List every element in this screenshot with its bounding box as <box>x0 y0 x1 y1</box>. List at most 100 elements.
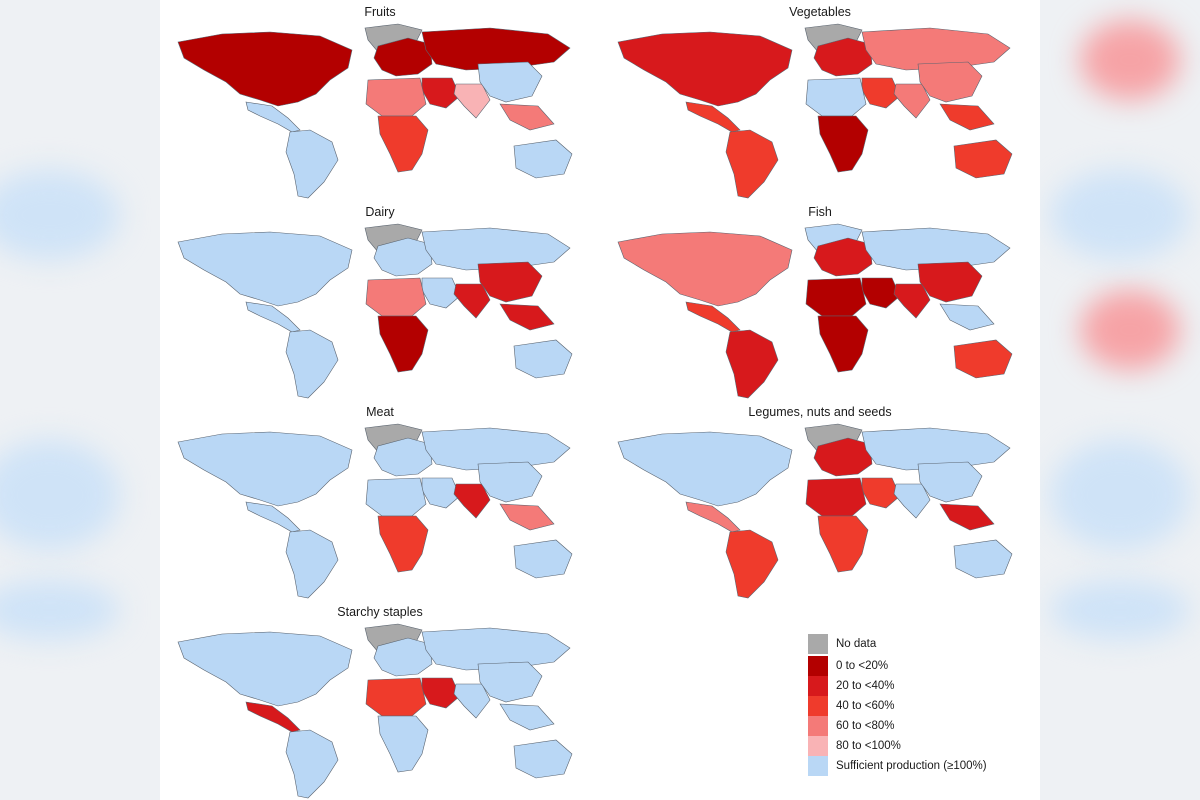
legend-item-0-20: 0 to <20% <box>808 656 888 676</box>
map-panel-fish: Fish <box>600 200 1040 400</box>
world-map <box>617 23 1013 199</box>
legend-item-40-60: 40 to <60% <box>808 696 895 716</box>
region-east-asia <box>477 661 543 703</box>
region-south-asia <box>453 83 491 119</box>
map-title: Fish <box>808 205 832 219</box>
map-panel-fruits: Fruits <box>160 0 600 200</box>
region-australia <box>513 539 573 579</box>
world-map <box>177 623 573 799</box>
region-north-africa <box>805 277 867 317</box>
region-north-america <box>177 431 353 507</box>
legend-item-60-80: 60 to <80% <box>808 716 895 736</box>
region-europe <box>373 637 433 677</box>
region-sub-saharan-africa <box>377 715 429 773</box>
region-australia <box>953 339 1013 379</box>
map-panel-vegetables: Vegetables <box>600 0 1040 200</box>
region-south-asia <box>453 283 491 319</box>
legend-label: 0 to <20% <box>836 660 889 672</box>
region-north-america <box>617 31 793 107</box>
region-central-america <box>245 501 301 533</box>
region-russia <box>861 27 1011 71</box>
map-title: Starchy staples <box>337 605 423 619</box>
region-central-america <box>685 301 741 333</box>
region-sub-saharan-africa <box>817 115 869 173</box>
map-title: Dairy <box>365 205 395 219</box>
region-central-america <box>245 101 301 133</box>
region-southeast-asia <box>499 103 555 131</box>
legend-swatch <box>808 676 828 696</box>
map-panel-starchy-staples: Starchy staples <box>160 600 600 800</box>
legend-swatch <box>808 656 828 676</box>
region-sub-saharan-africa <box>817 515 869 573</box>
region-europe <box>373 437 433 477</box>
legend-label: 80 to <100% <box>836 740 901 752</box>
map-panel-meat: Meat <box>160 400 600 600</box>
region-australia <box>513 339 573 379</box>
blurred-background-right <box>1040 0 1200 800</box>
world-map <box>177 223 573 399</box>
region-north-africa <box>365 77 427 117</box>
map-title: Meat <box>366 405 394 419</box>
legend-item-80-100: 80 to <100% <box>808 736 901 756</box>
world-map <box>617 423 1013 599</box>
region-south-asia <box>893 83 931 119</box>
blurred-background-left <box>0 0 160 800</box>
region-north-africa <box>365 477 427 517</box>
region-north-africa <box>365 677 427 717</box>
region-central-america <box>685 501 741 533</box>
region-australia <box>953 139 1013 179</box>
region-southeast-asia <box>499 503 555 531</box>
legend-swatch <box>808 696 828 716</box>
region-southeast-asia <box>939 103 995 131</box>
region-europe <box>813 437 873 477</box>
world-map <box>617 223 1013 399</box>
region-southeast-asia <box>499 303 555 331</box>
region-russia <box>421 627 571 671</box>
region-russia <box>421 227 571 271</box>
region-sub-saharan-africa <box>377 515 429 573</box>
legend-item-sufficient: Sufficient production (≥100%) <box>808 756 987 776</box>
map-panel-dairy: Dairy <box>160 200 600 400</box>
world-map <box>177 23 573 199</box>
region-south-america <box>285 329 339 399</box>
region-southeast-asia <box>499 703 555 731</box>
legend-item-no-data: No data <box>808 634 876 654</box>
region-russia <box>421 27 571 71</box>
region-east-asia <box>477 461 543 503</box>
region-south-america <box>725 129 779 199</box>
region-north-america <box>177 631 353 707</box>
region-australia <box>513 739 573 779</box>
region-europe <box>813 37 873 77</box>
region-south-america <box>285 529 339 599</box>
region-sub-saharan-africa <box>377 315 429 373</box>
region-australia <box>513 139 573 179</box>
region-sub-saharan-africa <box>377 115 429 173</box>
region-australia <box>953 539 1013 579</box>
region-south-asia <box>893 483 931 519</box>
region-south-america <box>285 129 339 199</box>
region-south-asia <box>893 283 931 319</box>
region-russia <box>861 227 1011 271</box>
region-north-africa <box>805 77 867 117</box>
region-north-america <box>617 231 793 307</box>
legend-label: 60 to <80% <box>836 720 895 732</box>
region-east-asia <box>917 61 983 103</box>
legend-swatch <box>808 756 828 776</box>
region-south-america <box>285 729 339 799</box>
legend-label: 40 to <60% <box>836 700 895 712</box>
region-europe <box>373 37 433 77</box>
map-panel-legumes-nuts-seeds: Legumes, nuts and seeds <box>600 400 1040 600</box>
legend-swatch <box>808 716 828 736</box>
region-north-america <box>177 231 353 307</box>
region-north-africa <box>365 277 427 317</box>
blurred-blue-patch <box>1050 440 1190 550</box>
region-europe <box>373 237 433 277</box>
region-south-asia <box>453 483 491 519</box>
region-central-america <box>685 101 741 133</box>
legend-label: 20 to <40% <box>836 680 895 692</box>
region-southeast-asia <box>939 303 995 331</box>
blurred-red-patch <box>1080 290 1180 370</box>
region-north-africa <box>805 477 867 517</box>
region-central-america <box>245 301 301 333</box>
legend-swatch <box>808 736 828 756</box>
